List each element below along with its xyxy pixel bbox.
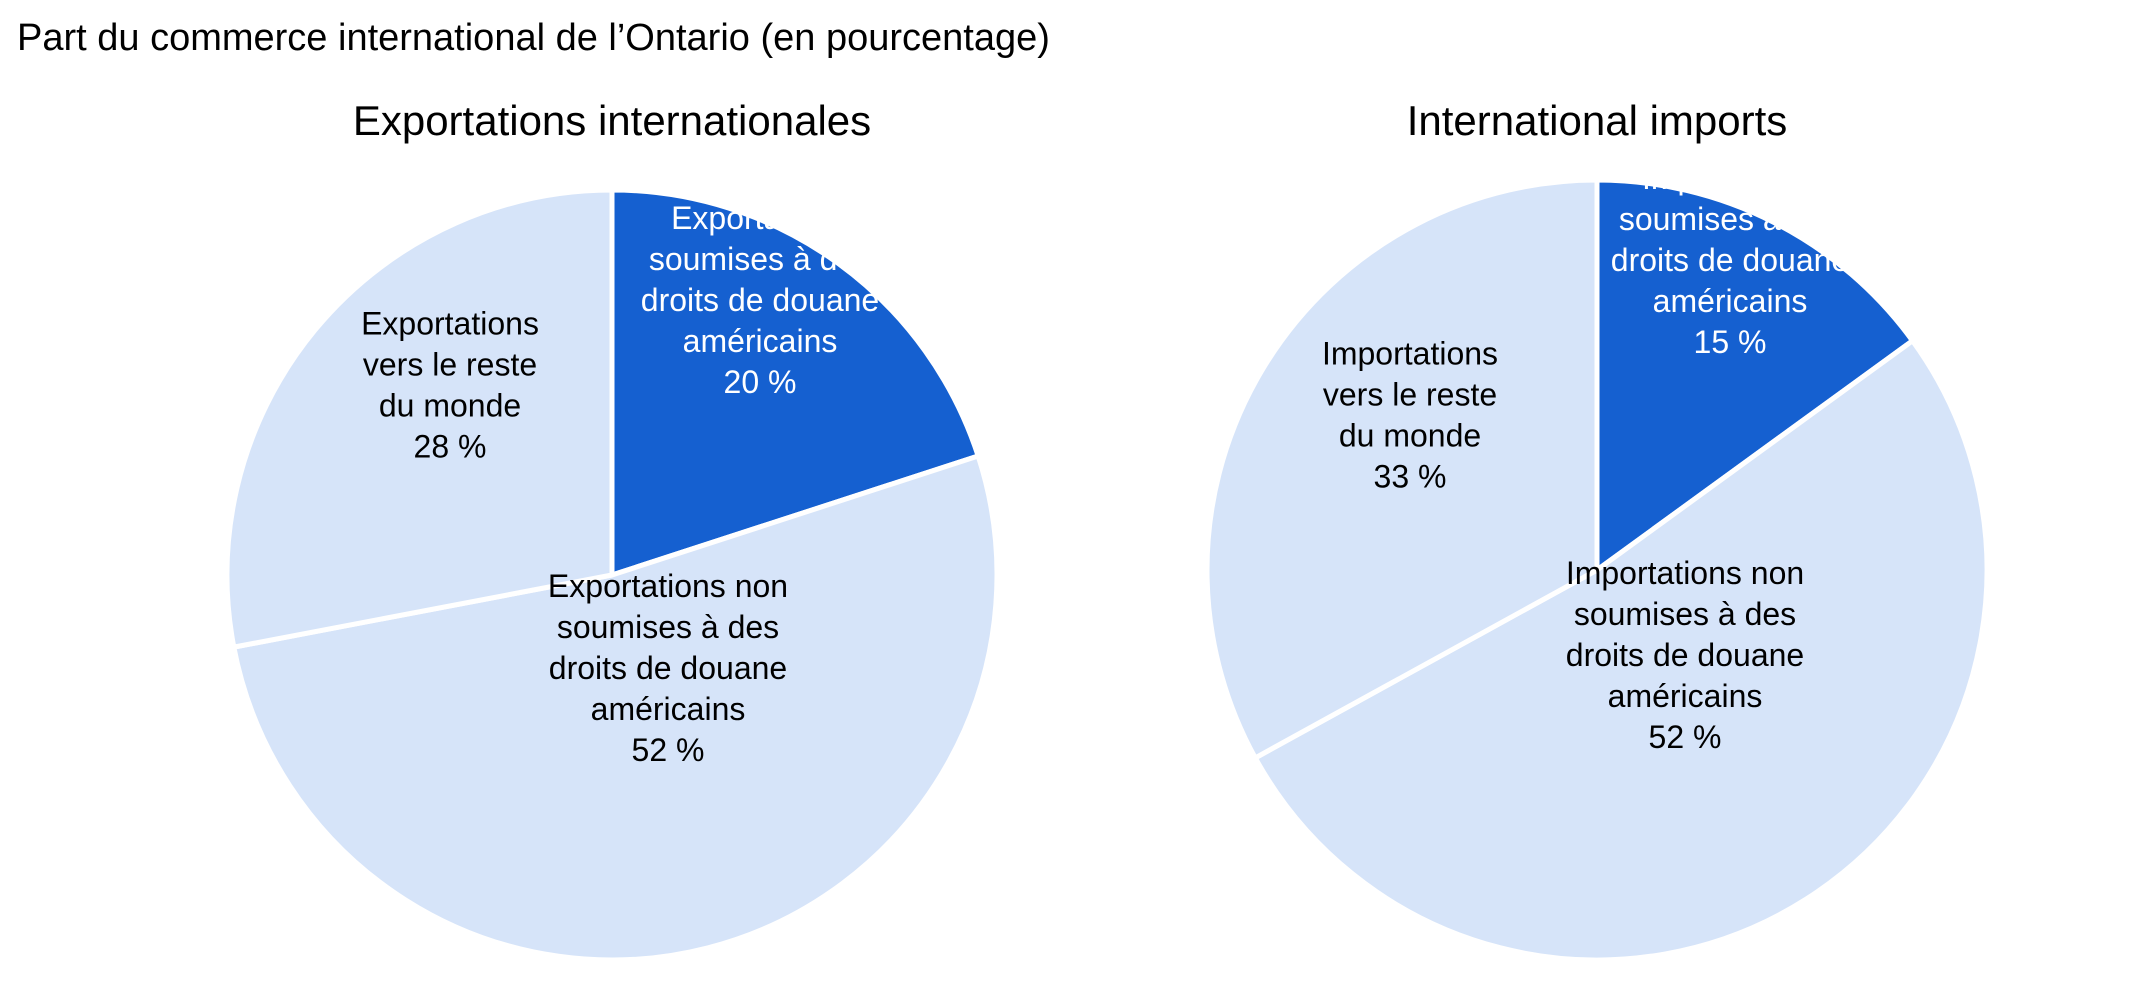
slice-label-line: Importations (1642, 160, 1818, 196)
slice-label-line: droits de douane (1566, 637, 1804, 673)
page-title: Part du commerce international de l’Onta… (17, 17, 1050, 59)
chart-title-imports: International imports (1407, 97, 1788, 144)
slice-label-line: américains (1608, 678, 1763, 714)
slice-label-line: soumises à des (557, 609, 779, 645)
pie-chart-exports: Exportations internationales Exportation… (224, 97, 1000, 963)
slice-value-label: 28 % (414, 429, 487, 465)
slice-label-imports-3: Importations vers le reste du monde 33 % (1322, 336, 1498, 495)
slice-label-line: Exportations (671, 200, 849, 236)
pie-labels-imports: Importations soumises à des droits de doua… (1322, 160, 1849, 755)
slice-label-line: soumises à des (649, 241, 871, 277)
slice-value-label: 52 % (632, 732, 705, 768)
slice-label-imports-2: Importations non soumises à des droits de … (1566, 555, 1804, 755)
slice-label-line: droits de douane (549, 650, 787, 686)
slice-label-line: du monde (1339, 418, 1481, 454)
pie-chart-imports: International imports Importations soumis… (1204, 97, 1990, 963)
slice-value-label: 20 % (724, 364, 797, 400)
slice-label-line: américains (683, 323, 838, 359)
slice-label-line: Importations non (1566, 555, 1804, 591)
slice-label-line: américains (591, 691, 746, 727)
slice-label-line: droits de douane (641, 282, 879, 318)
pie-slices-exports (224, 187, 1000, 963)
pie-slice-exports-3 (224, 187, 615, 650)
slice-label-exports-2: Exportations non soumises à des droits de … (548, 568, 788, 768)
slice-value-label: 52 % (1649, 719, 1722, 755)
pie-labels-exports: Exportations soumises à des droits de doua… (361, 200, 879, 768)
chart-title-exports: Exportations internationales (353, 97, 871, 144)
slice-label-line: américains (1653, 283, 1808, 319)
slice-label-exports-1: Exportations soumises à des droits de doua… (641, 200, 879, 400)
slice-label-line: droits de douane (1611, 242, 1849, 278)
slice-label-line: soumises à des (1574, 596, 1796, 632)
slice-label-line: du monde (379, 388, 521, 424)
pie-slice-imports-1 (1594, 177, 1916, 573)
slice-label-line: Exportations non (548, 568, 788, 604)
pie-slice-exports-1 (609, 187, 981, 578)
pie-slice-imports-3 (1204, 177, 1600, 761)
slice-label-line: soumises à des (1619, 201, 1841, 237)
slice-label-line: vers le reste (363, 347, 537, 383)
slice-value-label: 33 % (1374, 459, 1447, 495)
slice-value-label: 15 % (1694, 324, 1767, 360)
slice-label-line: Exportations (361, 306, 539, 342)
pie-slice-imports-2 (1252, 338, 1990, 963)
pie-slice-exports-2 (231, 453, 1000, 963)
slice-label-imports-1: Importations soumises à des droits de doua… (1611, 160, 1849, 360)
slice-label-line: vers le reste (1323, 377, 1497, 413)
pie-slices-imports (1204, 177, 1990, 963)
slice-label-line: Importations (1322, 336, 1498, 372)
slice-label-exports-3: Exportations vers le reste du monde 28 % (361, 306, 539, 465)
